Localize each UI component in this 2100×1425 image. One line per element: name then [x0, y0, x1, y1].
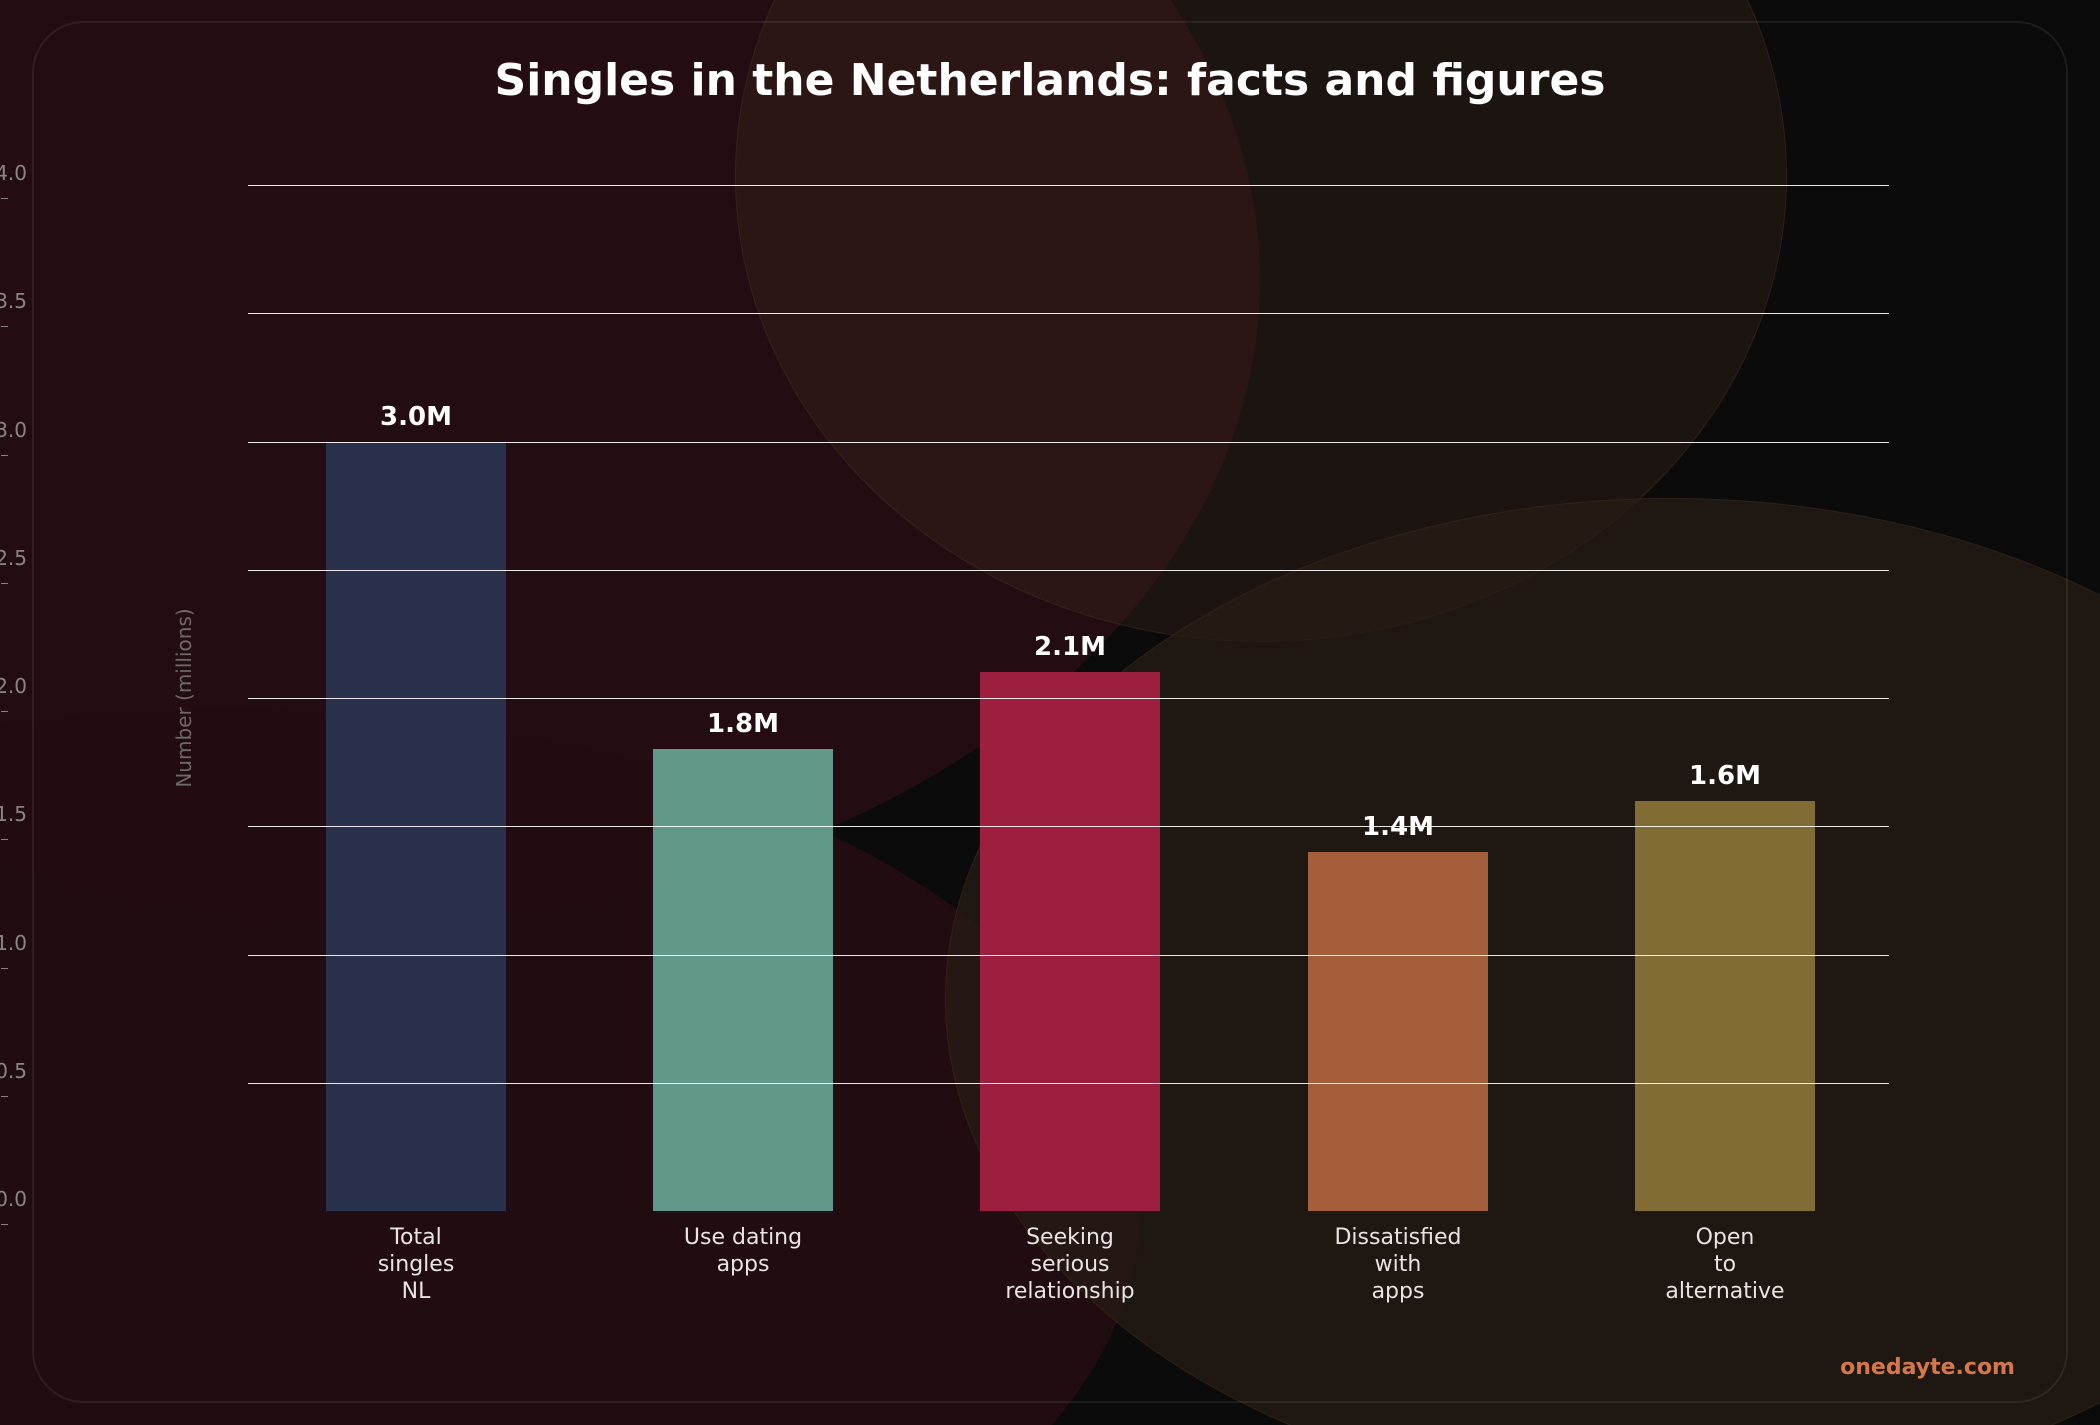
gridline [248, 185, 1889, 186]
bar-value-label: 2.1M [1034, 632, 1106, 663]
y-tick-label: 1.0 [0, 931, 27, 979]
y-tick-label: 2.5 [0, 546, 27, 594]
y-tick-label: 3.0 [0, 418, 27, 466]
y-tick-label: 4.0 [0, 161, 27, 209]
gridline [248, 698, 1889, 699]
y-axis-label: Number (millions) [172, 608, 196, 788]
bar [653, 749, 833, 1211]
bar-value-label: 1.6M [1689, 760, 1761, 791]
gridline [248, 313, 1889, 315]
x-tick-label: Open to alternative [1665, 1225, 1785, 1304]
gridline [248, 569, 1889, 571]
watermark: onedayte.com [1840, 1355, 2015, 1380]
x-tick-label: Seeking serious relationship [1005, 1225, 1135, 1304]
bar [1635, 800, 1815, 1211]
y-tick-label: 0.5 [0, 1059, 27, 1107]
x-tick-label: Use dating apps [683, 1225, 803, 1277]
y-tick-label: 0.0 [0, 1187, 27, 1235]
y-tick-label: 1.5 [0, 802, 27, 850]
gridline [248, 826, 1889, 828]
bar [980, 672, 1160, 1211]
chart-card [32, 21, 2068, 1403]
bar-value-label: 3.0M [380, 401, 452, 432]
y-tick-label: 3.5 [0, 289, 27, 337]
plot-area: 0.0 0.5 1.0 1.5 2.0 2.5 3.0 3.5 4.0 3.0M 1.8M 2.1M 1… [0, 161, 1889, 1211]
gridline [248, 954, 1889, 956]
bar-value-label: 1.4M [1362, 811, 1434, 842]
bar [1308, 851, 1488, 1211]
gridline [248, 1082, 1889, 1084]
bar-value-label: 1.8M [707, 709, 779, 740]
y-tick-label: 2.0 [0, 674, 27, 722]
x-tick-label: Total singles NL [377, 1225, 455, 1304]
gridline [248, 441, 1889, 443]
chart-title: Singles in the Netherlands: facts and fi… [494, 55, 1606, 106]
x-tick-label: Dissatisfied with apps [1334, 1225, 1462, 1304]
